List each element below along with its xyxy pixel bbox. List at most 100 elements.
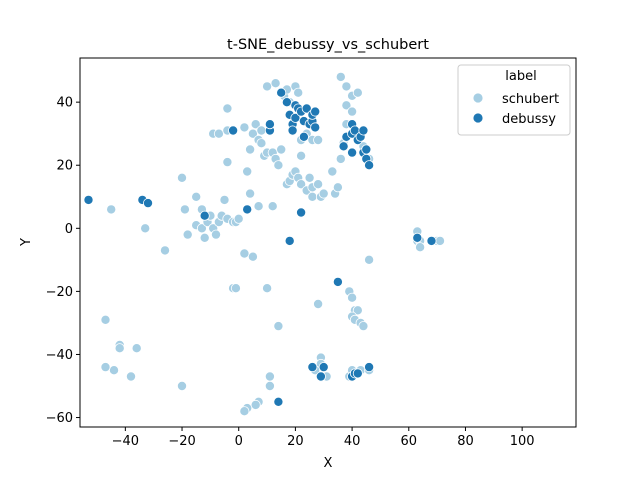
point-schubert <box>347 292 358 303</box>
point-schubert <box>296 150 307 161</box>
point-schubert <box>176 380 187 391</box>
point-schubert <box>230 283 241 294</box>
x-tick-label: 60 <box>401 434 418 449</box>
point-debussy <box>298 131 309 142</box>
point-debussy <box>83 194 94 205</box>
point-debussy <box>364 362 375 373</box>
point-debussy <box>264 119 275 130</box>
y-tick-label: −40 <box>46 348 73 363</box>
point-debussy <box>315 371 326 382</box>
point-schubert <box>250 119 261 130</box>
point-schubert <box>434 235 445 246</box>
point-schubert <box>245 144 256 155</box>
point-schubert <box>262 81 273 92</box>
y-tick-label: 40 <box>56 96 73 111</box>
point-schubert <box>256 138 267 149</box>
point-debussy <box>287 125 298 136</box>
point-debussy <box>273 396 284 407</box>
point-schubert <box>222 103 233 114</box>
legend-marker-schubert <box>472 92 484 104</box>
point-schubert <box>335 153 346 164</box>
legend: label schubert debussy <box>457 64 571 136</box>
point-schubert <box>247 251 258 262</box>
x-tick-label: 0 <box>235 434 243 449</box>
legend-label-schubert: schubert <box>502 92 559 107</box>
point-schubert <box>296 179 307 190</box>
point-debussy <box>242 204 253 215</box>
points-layer <box>83 71 445 417</box>
point-schubert <box>293 87 304 98</box>
point-schubert <box>335 71 346 82</box>
point-schubert <box>364 254 375 265</box>
point-schubert <box>100 314 111 325</box>
point-debussy <box>332 276 343 287</box>
x-tick-label: −20 <box>168 434 195 449</box>
point-schubert <box>276 144 287 155</box>
point-debussy <box>284 235 295 246</box>
point-schubert <box>270 78 281 89</box>
point-debussy <box>296 207 307 218</box>
point-debussy <box>338 141 349 152</box>
point-schubert <box>196 223 207 234</box>
point-schubert <box>140 223 151 234</box>
point-schubert <box>219 194 230 205</box>
point-schubert <box>273 321 284 332</box>
point-debussy <box>310 122 321 133</box>
point-debussy <box>412 232 423 243</box>
point-debussy <box>310 106 321 117</box>
point-schubert <box>256 125 267 136</box>
point-debussy <box>352 368 363 379</box>
point-schubert <box>199 232 210 243</box>
y-axis: −60 −40 −20 0 20 40 <box>46 96 80 426</box>
point-schubert <box>352 87 363 98</box>
point-schubert <box>242 166 253 177</box>
point-schubert <box>262 283 273 294</box>
legend-box <box>457 64 571 136</box>
x-tick-label: 20 <box>287 434 304 449</box>
legend-marker-debussy <box>472 112 484 124</box>
y-tick-label: 0 <box>65 222 73 237</box>
point-debussy <box>199 210 210 221</box>
point-schubert <box>114 343 125 354</box>
x-tick-label: 40 <box>344 434 361 449</box>
point-schubert <box>358 321 369 332</box>
point-schubert <box>332 182 343 193</box>
x-tick-label: 80 <box>457 434 474 449</box>
point-schubert <box>318 188 329 199</box>
point-schubert <box>341 81 352 92</box>
point-debussy <box>426 235 437 246</box>
x-axis: −40 −20 0 20 40 60 80 100 <box>112 427 535 449</box>
point-debussy <box>347 147 358 158</box>
point-debussy <box>318 362 329 373</box>
point-schubert <box>247 128 258 139</box>
x-axis-label: X <box>324 456 333 471</box>
point-debussy <box>290 112 301 123</box>
point-schubert <box>126 371 137 382</box>
point-schubert <box>253 201 264 212</box>
point-schubert <box>131 343 142 354</box>
y-tick-label: −60 <box>46 411 73 426</box>
point-schubert <box>267 201 278 212</box>
point-schubert <box>109 365 120 376</box>
legend-label-debussy: debussy <box>502 112 556 127</box>
point-schubert <box>327 166 338 177</box>
point-schubert <box>176 172 187 183</box>
point-debussy <box>364 160 375 171</box>
point-schubert <box>307 191 318 202</box>
point-schubert <box>213 128 224 139</box>
point-schubert <box>347 106 358 117</box>
point-schubert <box>106 204 117 215</box>
y-axis-label: Y <box>19 238 34 247</box>
chart-title: t-SNE_debussy_vs_schubert <box>227 37 429 53</box>
point-debussy <box>281 97 292 108</box>
point-schubert <box>273 160 284 171</box>
point-schubert <box>341 100 352 111</box>
y-tick-label: 20 <box>56 159 73 174</box>
point-debussy <box>361 144 372 155</box>
point-schubert <box>245 188 256 199</box>
point-schubert <box>159 245 170 256</box>
point-schubert <box>313 298 324 309</box>
point-schubert <box>415 242 426 253</box>
point-debussy <box>307 362 318 373</box>
